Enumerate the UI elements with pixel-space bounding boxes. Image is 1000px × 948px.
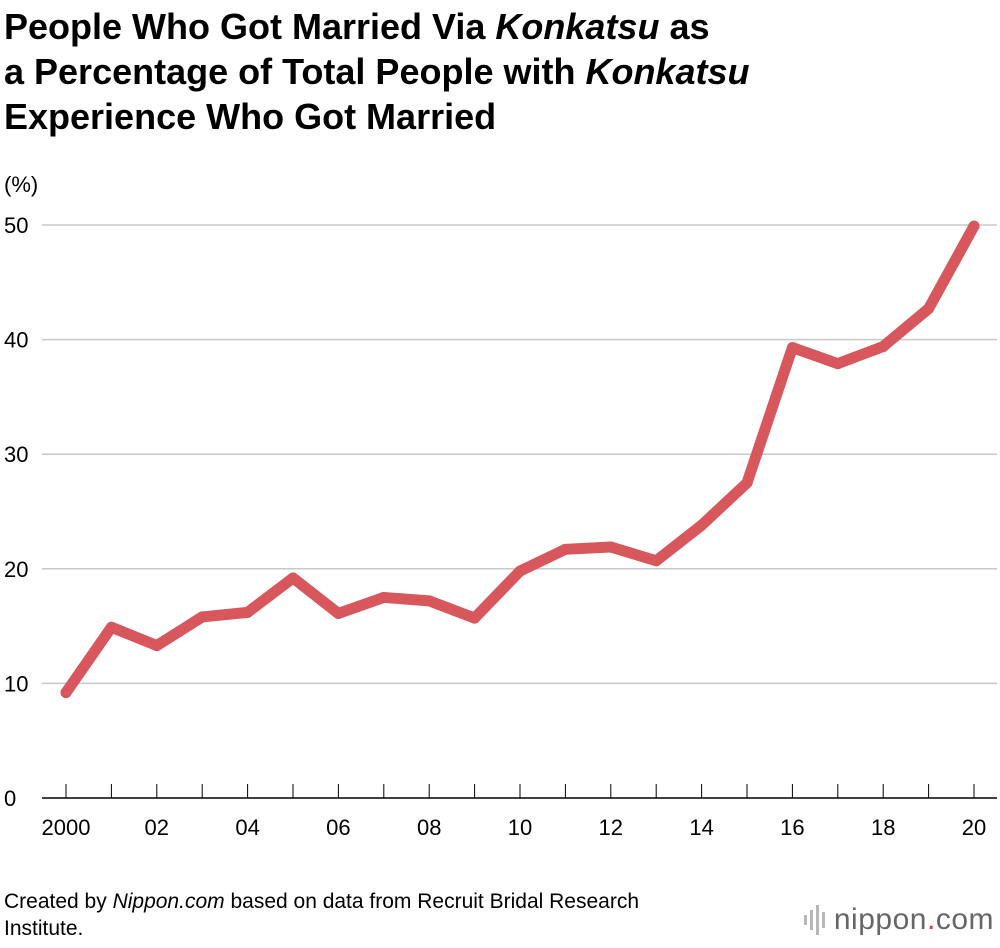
data-point xyxy=(469,612,481,624)
series-line xyxy=(60,220,980,699)
title-text: Experience Who Got Married xyxy=(4,96,497,137)
data-point xyxy=(151,640,163,652)
title-line-1: People Who Got Married Via Konkatsu as xyxy=(4,4,984,49)
data-point xyxy=(877,340,889,352)
x-tick-label: 06 xyxy=(326,815,350,840)
logo-tld: com xyxy=(935,903,994,936)
data-point xyxy=(605,541,617,553)
y-tick-label: 40 xyxy=(4,328,28,353)
x-tick-label: 18 xyxy=(871,815,895,840)
title-line-2: a Percentage of Total People with Konkat… xyxy=(4,49,984,94)
data-point xyxy=(332,607,344,619)
x-tick-label: 16 xyxy=(780,815,804,840)
data-point xyxy=(650,555,662,567)
y-tick-label: 50 xyxy=(4,213,28,238)
source-note: Created by Nippon.com based on data from… xyxy=(4,888,704,942)
x-tick-label: 20 xyxy=(962,815,986,840)
line-chart: (%) 0 10 20 30 40 50 2000 02 04 06 08 10 12 14 16 18 20 xyxy=(4,172,997,840)
source-publisher: Nippon.com xyxy=(112,890,225,913)
x-tick-label: 04 xyxy=(235,815,259,840)
source-text: Created by xyxy=(4,890,113,913)
x-tick-label: 12 xyxy=(599,815,623,840)
y-tick-label: 10 xyxy=(4,671,28,696)
x-tick-label: 14 xyxy=(689,815,713,840)
y-tick-label: 0 xyxy=(4,786,16,811)
data-point xyxy=(105,621,117,633)
title-text: People Who Got Married Via xyxy=(4,6,496,47)
nippon-logo: nippon.com xyxy=(803,903,994,937)
logo-wordmark: nippon.com xyxy=(834,903,994,937)
data-point xyxy=(923,303,935,315)
x-tick-label: 08 xyxy=(417,815,441,840)
logo-name: nippon xyxy=(833,903,927,936)
data-point xyxy=(968,220,980,232)
y-tick-label: 20 xyxy=(4,557,28,582)
data-point xyxy=(378,591,390,603)
data-point xyxy=(242,606,254,618)
data-point xyxy=(696,519,708,531)
source-text: based on data from Recruit Bridal Resear… xyxy=(4,890,639,940)
title-italic: Konkatsu xyxy=(495,6,660,47)
x-tick-label: 10 xyxy=(508,815,532,840)
data-point xyxy=(287,572,299,584)
logo-dot: . xyxy=(926,903,936,936)
y-tick-label: 30 xyxy=(4,442,28,467)
x-tick-label: 2000 xyxy=(42,815,91,840)
data-point xyxy=(559,543,571,555)
data-point xyxy=(60,687,72,699)
title-text: a Percentage of Total People with xyxy=(4,51,586,92)
data-point xyxy=(423,595,435,607)
title-line-3: Experience Who Got Married xyxy=(4,94,984,139)
title-italic: Konkatsu xyxy=(585,51,750,92)
y-axis-label: (%) xyxy=(4,172,38,197)
title-text: as xyxy=(659,6,710,47)
data-point xyxy=(196,611,208,623)
data-point xyxy=(786,342,798,354)
data-point xyxy=(832,358,844,370)
chart-title: People Who Got Married Via Konkatsu as a… xyxy=(4,4,984,139)
data-point xyxy=(741,477,753,489)
x-tick-label: 02 xyxy=(145,815,169,840)
data-point xyxy=(514,565,526,577)
soundwave-icon xyxy=(803,905,825,935)
